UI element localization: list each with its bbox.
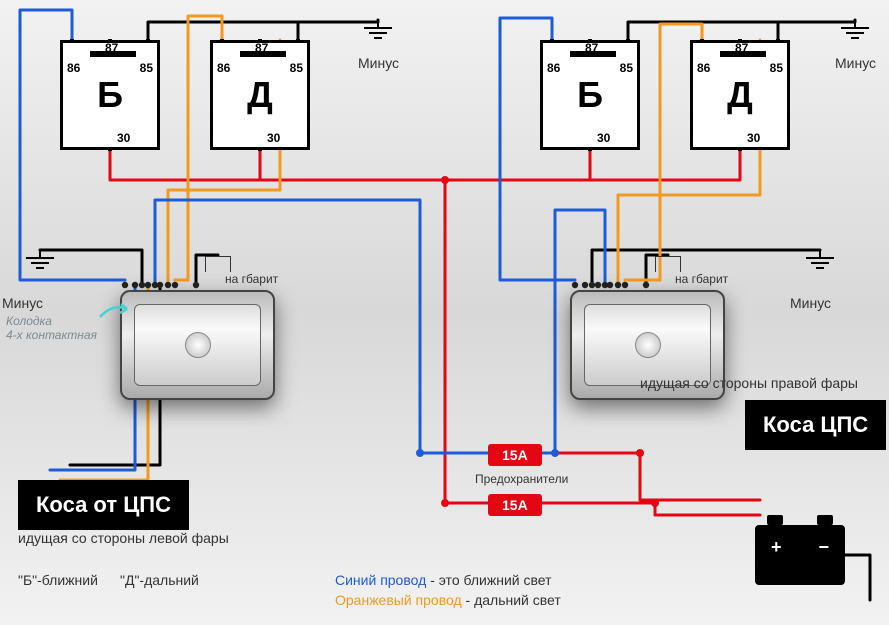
sub-right: идущая со стороны правой фары: [640, 375, 858, 391]
battery: + −: [755, 525, 845, 585]
ground-label: Минус: [358, 55, 399, 71]
ground-label: Минус: [2, 295, 43, 311]
ground-symbol: [806, 250, 834, 268]
gabarit-label: на гбарит: [225, 272, 278, 286]
battery-minus: −: [818, 537, 829, 558]
legend-orange: Оранжевый провод - дальний свет: [335, 592, 561, 608]
gabarit-symbol: [655, 256, 681, 272]
kolodka-label: Колодка 4-х контактная: [6, 314, 97, 342]
arrow-icon: [95, 295, 135, 325]
box-kosa-right: Коса ЦПС: [745, 400, 886, 450]
legend-d: "Д"-дальний: [120, 572, 199, 588]
gabarit-label: на гбарит: [675, 272, 728, 286]
ground-symbol: [26, 250, 54, 268]
box-kosa-left: Коса от ЦПС: [18, 480, 189, 530]
relay-R-D: 86 87 85 30 Д: [690, 40, 790, 150]
ground-label: Минус: [835, 55, 876, 71]
battery-plus: +: [771, 537, 782, 558]
fuse-1: 15A: [488, 494, 542, 516]
fuse-caption: Предохранители: [475, 472, 568, 486]
headlight-left: [120, 290, 275, 400]
legend-blue: Синий провод - это ближний свет: [335, 572, 552, 588]
gabarit-symbol: [205, 256, 231, 272]
relay-R-B: 86 87 85 30 Б: [540, 40, 640, 150]
sub-left: идущая со стороны левой фары: [18, 530, 229, 546]
relay-L-B: 86 87 85 30 Б: [60, 40, 160, 150]
relay-L-D: 86 87 85 30 Д: [210, 40, 310, 150]
fuse-0: 15A: [488, 444, 542, 466]
ground-label: Минус: [790, 295, 831, 311]
legend-b: "Б"-ближний: [18, 572, 98, 588]
